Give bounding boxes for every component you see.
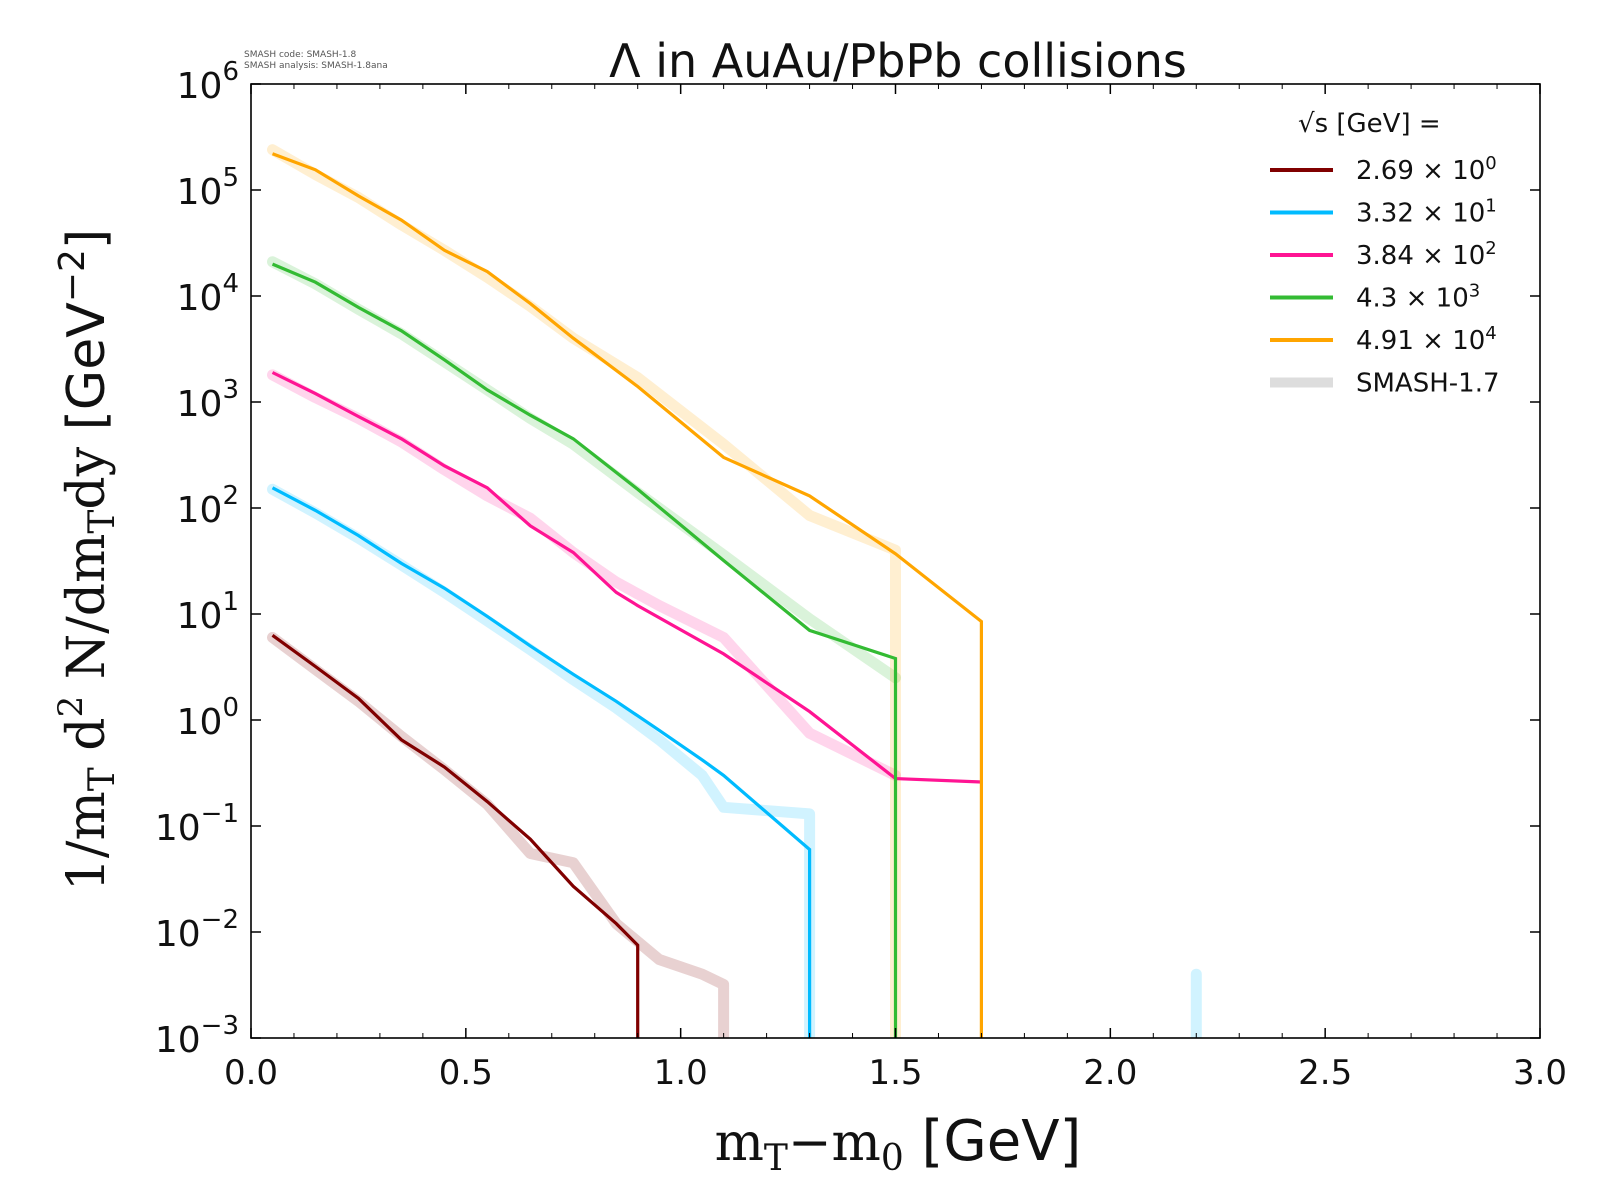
y-tick-label: 104 (177, 269, 239, 319)
legend-label-value: 4.91 (1356, 326, 1414, 356)
reference-curve-1 (267, 483, 816, 1038)
series-line-4 (271, 152, 984, 1038)
y-tick-label: 10−2 (155, 905, 239, 955)
y-tick-base: 10 (177, 702, 223, 743)
y-tick-exponent: 3 (222, 375, 239, 405)
y-tick-label: 100 (177, 693, 239, 743)
y-tick-label: 10−3 (155, 1011, 239, 1061)
y-tick-label: 102 (177, 481, 239, 531)
y-tick-base: 10 (155, 808, 201, 849)
legend-label-times: × 10 (1414, 326, 1485, 356)
y-tick-base: 10 (155, 914, 201, 955)
y-tick-label: 106 (177, 57, 239, 107)
y-tick-base: 10 (177, 384, 223, 425)
legend-label-value: 3.84 (1356, 241, 1414, 271)
y-tick-exponent: −3 (201, 1011, 239, 1041)
x-tick-label: 2.0 (1083, 1053, 1137, 1093)
legend-label-3: 4.3 × 103 (1356, 281, 1480, 314)
legend-label-exponent: 4 (1485, 323, 1496, 344)
legend-label-value: 4.3 (1356, 284, 1397, 314)
series-curves (271, 152, 984, 1038)
y-axis-label: 1/mT d2 N/dmTdy [GeV−2] (51, 229, 123, 891)
series-line-0 (271, 634, 640, 1038)
legend-label-exponent: 3 (1469, 281, 1480, 302)
y-tick-base: 10 (155, 1020, 201, 1061)
legend-label-value: 3.32 (1356, 199, 1414, 229)
legend-label-0: 2.69 × 100 (1356, 153, 1497, 186)
legend-title: √s [GeV] = (1298, 109, 1441, 139)
x-tick-label: 2.5 (1298, 1053, 1352, 1093)
legend-label-times: × 10 (1414, 241, 1485, 271)
legend-label-reference: SMASH-1.7 (1356, 369, 1500, 399)
y-tick-base: 10 (177, 278, 223, 319)
x-tick-label: 3.0 (1513, 1053, 1567, 1093)
legend-label-1: 3.32 × 101 (1356, 196, 1497, 229)
y-tick-exponent: 1 (222, 587, 239, 617)
x-tick-label: 0.5 (439, 1053, 493, 1093)
x-axis-label: mT−m0 [GeV] (715, 1109, 1082, 1179)
reference-curve-3 (267, 369, 901, 781)
y-tick-exponent: −2 (201, 905, 239, 935)
legend-label-exponent: 0 (1485, 153, 1496, 174)
legend-label-2: 3.84 × 102 (1356, 238, 1497, 271)
reference-curve-4 (267, 256, 901, 684)
y-tick-exponent: −1 (201, 799, 239, 829)
reference-curve-0 (267, 632, 730, 1038)
y-tick-base: 10 (177, 596, 223, 637)
reference-curves (267, 144, 1202, 1038)
series-line-1 (271, 486, 812, 1038)
y-tick-label: 103 (177, 375, 239, 425)
y-tick-base: 10 (177, 172, 223, 213)
y-tick-exponent: 4 (222, 269, 239, 299)
series-line-2 (271, 371, 982, 784)
legend-label-times: × 10 (1397, 284, 1468, 314)
watermark-line-1: SMASH code: SMASH-1.8 (244, 50, 357, 60)
legend-label-value: 2.69 (1356, 156, 1414, 186)
y-tick-exponent: 2 (222, 481, 239, 511)
y-tick-label: 105 (177, 163, 239, 213)
y-tick-exponent: 0 (222, 693, 239, 723)
reference-curve-5 (267, 144, 901, 1038)
watermark-line-2: SMASH analysis: SMASH-1.8ana (244, 61, 388, 71)
x-tick-label: 1.0 (654, 1053, 708, 1093)
series-line-3 (271, 262, 898, 1038)
y-tick-label: 10−1 (155, 799, 239, 849)
y-tick-exponent: 5 (222, 163, 239, 193)
legend-label-4: 4.91 × 104 (1356, 323, 1497, 356)
legend-label-times: × 10 (1414, 156, 1485, 186)
y-tick-label: 101 (177, 587, 239, 637)
y-tick-base: 10 (177, 66, 223, 107)
chart-title: Λ in AuAu/PbPb collisions (609, 34, 1187, 88)
legend-label-exponent: 1 (1485, 196, 1496, 217)
x-tick-label: 0.0 (224, 1053, 278, 1093)
x-tick-label: 1.5 (868, 1053, 922, 1093)
legend-label-times: × 10 (1414, 199, 1485, 229)
legend-label-exponent: 2 (1485, 238, 1496, 259)
y-tick-base: 10 (177, 490, 223, 531)
x-axis-ticks: 0.0 0.5 1.0 1.5 2.0 2.5 3.0 (224, 84, 1567, 1093)
y-tick-exponent: 6 (222, 57, 239, 87)
